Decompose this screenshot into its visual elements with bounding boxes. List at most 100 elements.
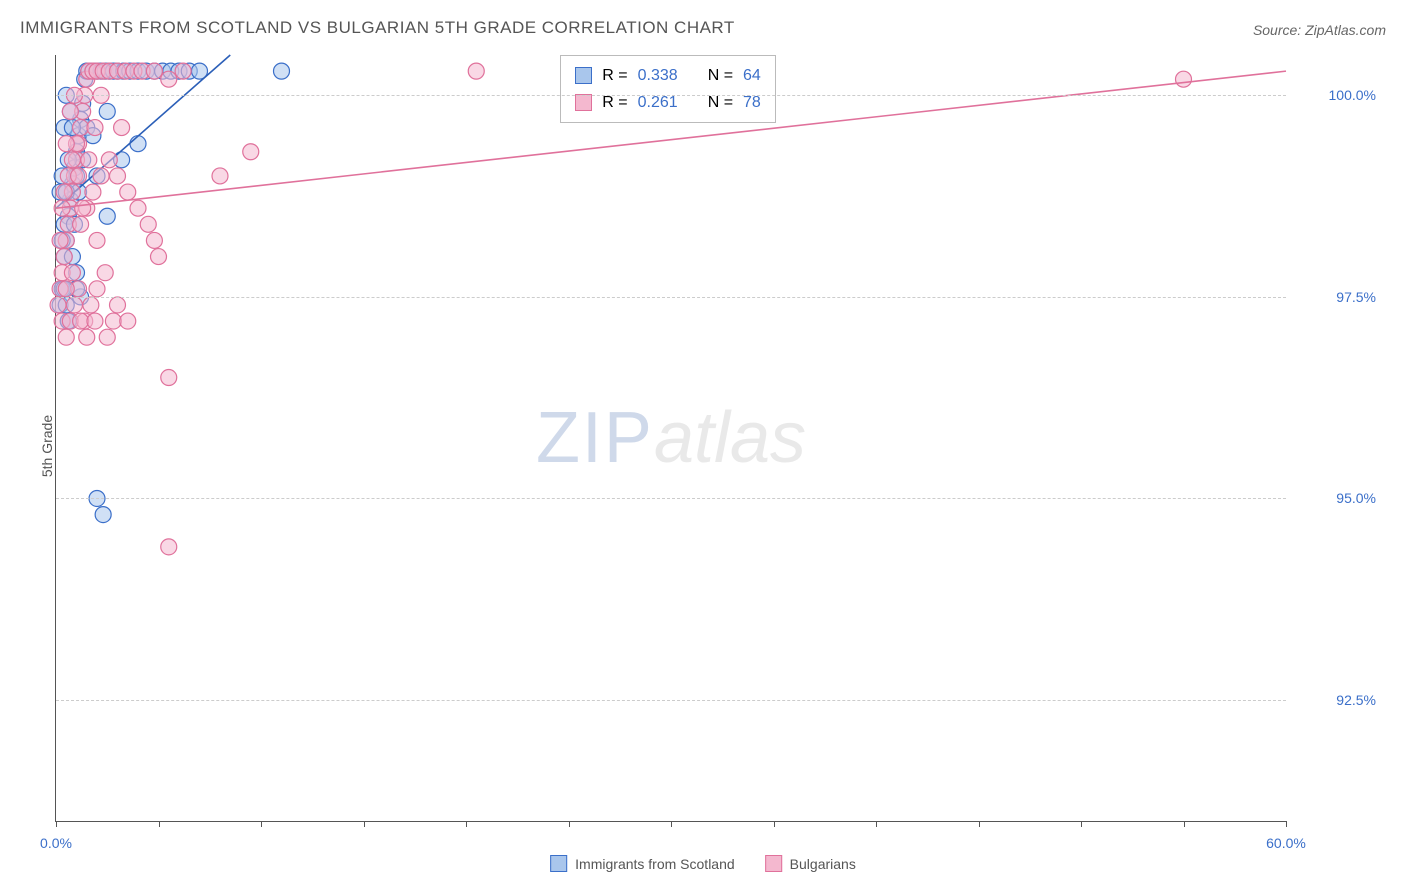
stat-r-value: 0.261 bbox=[638, 89, 678, 116]
stat-n-label: N = bbox=[708, 62, 733, 89]
data-point bbox=[161, 71, 177, 87]
data-point bbox=[81, 152, 97, 168]
data-point bbox=[146, 63, 162, 79]
data-point bbox=[64, 265, 80, 281]
data-point bbox=[130, 136, 146, 152]
x-tick-label: 60.0% bbox=[1266, 835, 1306, 851]
x-tick bbox=[1286, 821, 1287, 827]
data-point bbox=[114, 120, 130, 136]
data-point bbox=[151, 249, 167, 265]
x-tick bbox=[979, 821, 980, 827]
x-tick bbox=[876, 821, 877, 827]
data-point bbox=[212, 168, 228, 184]
gridline bbox=[56, 297, 1286, 298]
plot-area: ZIPatlas R =0.338N =64R =0.261N =78 92.5… bbox=[55, 55, 1286, 822]
data-point bbox=[130, 200, 146, 216]
data-point bbox=[87, 313, 103, 329]
data-point bbox=[58, 329, 74, 345]
data-point bbox=[243, 144, 259, 160]
x-tick bbox=[261, 821, 262, 827]
chart-svg bbox=[56, 55, 1286, 821]
source-label: Source: ZipAtlas.com bbox=[1253, 22, 1386, 38]
y-tick-label: 100.0% bbox=[1296, 87, 1376, 103]
y-tick-label: 97.5% bbox=[1296, 289, 1376, 305]
stat-n-value: 78 bbox=[743, 89, 761, 116]
data-point bbox=[64, 152, 80, 168]
data-point bbox=[52, 232, 68, 248]
gridline bbox=[56, 700, 1286, 701]
gridline bbox=[56, 95, 1286, 96]
data-point bbox=[99, 329, 115, 345]
stat-n-label: N = bbox=[708, 89, 733, 116]
stats-row: R = 0.338 N = 64 bbox=[575, 62, 761, 89]
data-point bbox=[89, 232, 105, 248]
stat-r-value: 0.338 bbox=[638, 62, 678, 89]
series-swatch bbox=[575, 67, 592, 84]
stat-r-label: R = bbox=[602, 62, 627, 89]
y-axis-label: 5th Grade bbox=[39, 415, 55, 477]
x-tick bbox=[159, 821, 160, 827]
data-point bbox=[50, 297, 66, 313]
stats-row: R = 0.261 N = 78 bbox=[575, 89, 761, 116]
data-point bbox=[79, 329, 95, 345]
x-tick bbox=[56, 821, 57, 827]
data-point bbox=[146, 232, 162, 248]
data-point bbox=[120, 184, 136, 200]
x-tick bbox=[569, 821, 570, 827]
data-point bbox=[62, 103, 78, 119]
data-point bbox=[95, 507, 111, 523]
gridline bbox=[56, 498, 1286, 499]
data-point bbox=[56, 184, 72, 200]
data-point bbox=[73, 120, 89, 136]
data-point bbox=[71, 168, 87, 184]
data-point bbox=[105, 313, 121, 329]
legend-item: Bulgarians bbox=[765, 855, 856, 872]
x-tick bbox=[671, 821, 672, 827]
data-point bbox=[120, 313, 136, 329]
x-tick bbox=[1184, 821, 1185, 827]
data-point bbox=[87, 120, 103, 136]
x-tick bbox=[466, 821, 467, 827]
data-point bbox=[161, 539, 177, 555]
x-tick bbox=[774, 821, 775, 827]
data-point bbox=[73, 216, 89, 232]
data-point bbox=[58, 136, 74, 152]
series-swatch bbox=[575, 94, 592, 111]
stat-r-label: R = bbox=[602, 89, 627, 116]
chart-title: IMMIGRANTS FROM SCOTLAND VS BULGARIAN 5T… bbox=[20, 18, 735, 38]
data-point bbox=[110, 297, 126, 313]
bottom-legend: Immigrants from Scotland Bulgarians bbox=[550, 855, 856, 872]
legend-label: Bulgarians bbox=[790, 856, 856, 872]
data-point bbox=[468, 63, 484, 79]
data-point bbox=[274, 63, 290, 79]
data-point bbox=[99, 103, 115, 119]
legend-item: Immigrants from Scotland bbox=[550, 855, 735, 872]
legend-swatch bbox=[765, 855, 782, 872]
data-point bbox=[175, 63, 191, 79]
y-tick-label: 95.0% bbox=[1296, 490, 1376, 506]
data-point bbox=[66, 297, 82, 313]
data-point bbox=[99, 208, 115, 224]
x-tick-label: 0.0% bbox=[40, 835, 72, 851]
stats-box: R = 0.338 N = 64 R = 0.261 N = 78 bbox=[560, 55, 776, 123]
data-point bbox=[1176, 71, 1192, 87]
data-point bbox=[101, 152, 117, 168]
data-point bbox=[97, 265, 113, 281]
data-point bbox=[110, 168, 126, 184]
y-tick-label: 92.5% bbox=[1296, 692, 1376, 708]
x-tick bbox=[1081, 821, 1082, 827]
data-point bbox=[85, 184, 101, 200]
data-point bbox=[93, 168, 109, 184]
data-point bbox=[73, 313, 89, 329]
legend-swatch bbox=[550, 855, 567, 872]
data-point bbox=[161, 370, 177, 386]
data-point bbox=[56, 249, 72, 265]
legend-label: Immigrants from Scotland bbox=[575, 856, 735, 872]
stat-n-value: 64 bbox=[743, 62, 761, 89]
data-point bbox=[89, 281, 105, 297]
data-point bbox=[83, 297, 99, 313]
x-tick bbox=[364, 821, 365, 827]
data-point bbox=[58, 281, 74, 297]
data-point bbox=[75, 200, 91, 216]
data-point bbox=[140, 216, 156, 232]
